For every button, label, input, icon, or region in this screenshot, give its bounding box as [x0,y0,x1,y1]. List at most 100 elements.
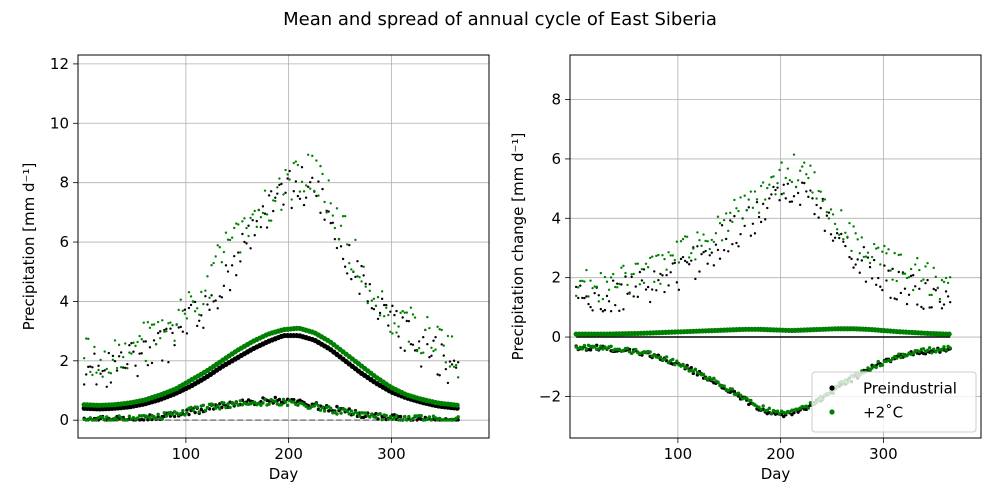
left-low-warming-point [183,412,187,417]
left-high-warming-point [169,321,172,324]
right-high-warming-point [883,244,886,248]
right-high-warming-point [589,279,592,282]
right-ticks: 100 200 300 −2 0 2 4 6 8 [539,91,898,463]
left-high-preindustrial-point [311,176,314,180]
left-high-preindustrial-point [119,351,123,354]
right-high-preindustrial-point [683,259,687,263]
left-low-warming-point [216,404,220,408]
left-high-warming-point [302,190,306,193]
left-high-warming-point [251,213,254,216]
left-high-preindustrial-point [103,369,106,372]
left-high-preindustrial-point [362,274,365,277]
right-high-warming-point [609,276,613,279]
left-high-preindustrial-point [448,360,452,363]
right-high-warming-point [722,218,726,222]
left-low-warming-point [292,400,296,404]
right-high-preindustrial-point [644,288,648,291]
left-high-preindustrial-point [226,270,230,273]
right-high-warming-point [653,280,656,284]
right-high-preindustrial-point [772,185,775,189]
left-high-preindustrial-point [159,330,162,333]
left-low-warming-point [86,418,90,422]
right-high-warming-point [593,285,596,288]
left-high-warming-point [142,321,145,324]
left-high-warming-point [228,238,232,242]
left-high-warming-point [436,325,439,328]
right-low-warming-point [625,346,630,350]
right-high-warming-point [887,248,890,251]
left-low-warming-point [386,417,391,421]
right-high-preindustrial-point [850,257,853,261]
left-high-warming-point [399,311,402,315]
right-high-preindustrial-point [918,287,921,291]
right-high-warming-point [698,238,701,242]
right-high-warming-point [858,252,861,255]
right-low-warming-point [648,350,652,354]
right-high-preindustrial-point [733,214,736,218]
left-high-preindustrial-point [370,306,374,310]
right-high-preindustrial-point [700,252,703,256]
left-high-preindustrial-point [269,190,273,193]
right-high-warming-point [821,199,824,203]
left-high-warming-point [335,207,339,210]
left-high-preindustrial-point [407,319,411,323]
right-high-warming-point [903,272,907,275]
right-high-warming-point [706,240,709,243]
left-high-warming-point [438,328,441,331]
left-high-preindustrial-point [87,365,90,369]
right-high-preindustrial-point [632,295,635,298]
left-low-warming-point [236,403,240,407]
left-high-warming-point [181,309,185,312]
right-low-warming-point [599,344,603,348]
right-high-warming-point [881,250,884,253]
left-high-warming-point [292,161,295,165]
left-high-warming-point [364,285,367,288]
right-high-preindustrial-point [881,288,884,292]
left-high-preindustrial-point [438,374,441,377]
left-high-warming-point [232,226,236,230]
right-high-preindustrial-point [823,229,827,233]
right-high-preindustrial-point [722,248,726,252]
right-high-warming-point [766,186,769,190]
left-low-warming-point [392,416,397,420]
left-high-warming-point [352,270,355,273]
left-high-warming-point [99,358,102,362]
left-high-preindustrial-point [387,324,390,327]
right-high-warming-point [948,276,952,279]
left-low-warming-point [228,405,232,410]
left-high-preindustrial-point [105,385,108,388]
left-high-preindustrial-point [212,300,215,303]
left-ticks: 100 200 300 0 2 4 6 8 10 12 [50,55,406,463]
right-high-warming-point [811,191,814,194]
left-high-warming-point [195,307,199,310]
left-low-warming-point [150,413,154,418]
right-high-preindustrial-point [616,282,619,285]
right-high-warming-point [909,267,913,271]
right-low-warming-point [693,367,698,372]
right-high-warming-point [663,257,666,261]
left-low-warming-point [357,414,362,418]
left-high-warming-point [239,251,242,254]
left-high-preindustrial-point [315,194,318,198]
left-high-preindustrial-point [401,316,404,319]
right-low-warming-point [876,359,880,364]
right-high-preindustrial-point [599,307,603,311]
right-high-preindustrial-point [914,285,917,288]
right-high-preindustrial-point [729,219,732,222]
left-high-preindustrial-point [399,346,402,349]
right-high-preindustrial-point [634,285,637,288]
left-high-warming-point [411,313,415,316]
left-high-preindustrial-point [288,169,291,173]
right-high-preindustrial-point [909,274,913,278]
legend: Preindustrial +2˚C [811,371,977,433]
left-high-warming-point [167,322,170,325]
right-high-warming-point [626,283,629,287]
right-high-preindustrial-point [858,271,861,274]
right-low-preindustrial-point [588,348,593,352]
left-high-preindustrial-point [130,341,133,345]
right-high-warming-point [651,255,654,258]
left-low-warming-point [115,418,119,422]
right-high-preindustrial-point [603,308,607,312]
right-high-warming-point [817,189,820,193]
